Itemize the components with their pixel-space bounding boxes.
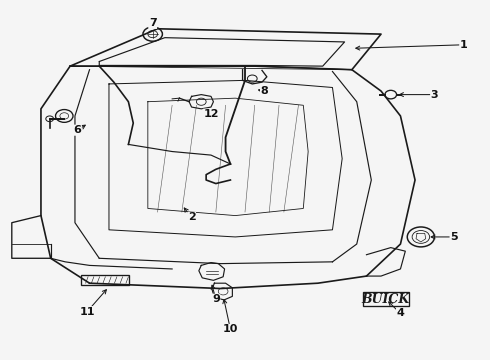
Text: 2: 2 [188,212,196,222]
Text: 6: 6 [74,125,81,135]
Text: 11: 11 [79,307,95,317]
Text: 3: 3 [431,90,438,100]
Text: 8: 8 [261,86,269,96]
Text: 12: 12 [203,109,219,119]
Text: 10: 10 [223,324,238,334]
Text: 1: 1 [460,40,467,50]
Text: 9: 9 [212,294,220,304]
Text: 7: 7 [149,18,157,28]
Text: 4: 4 [396,309,404,319]
Text: 5: 5 [450,232,458,242]
Text: BUICK: BUICK [362,293,410,306]
